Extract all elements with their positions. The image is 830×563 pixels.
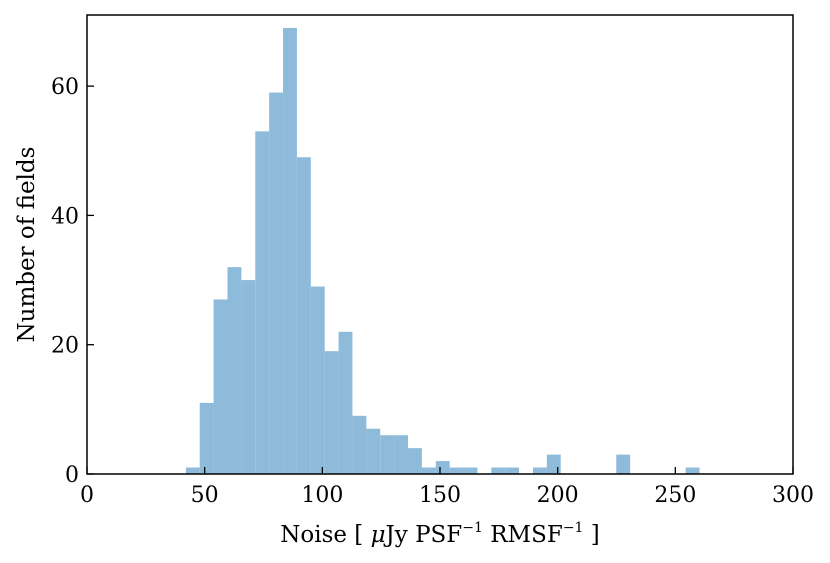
y-tick-label: 20 xyxy=(51,334,79,359)
plot-frame xyxy=(86,14,794,475)
histogram-bar xyxy=(685,467,700,474)
histogram-bar xyxy=(227,267,242,474)
x-tick-label: 150 xyxy=(419,483,461,508)
histogram-bar xyxy=(421,467,436,474)
y-axis-ticks: 0 20 40 60 xyxy=(51,75,94,488)
histogram-bar xyxy=(255,131,270,474)
x-tick-label: 200 xyxy=(537,483,579,508)
histogram-bar xyxy=(463,467,478,474)
x-axis-label-unit2: RMSF xyxy=(483,522,563,548)
histogram-bar xyxy=(185,467,200,474)
histogram-bar xyxy=(380,435,395,474)
y-tick-label: 40 xyxy=(51,204,79,229)
histogram-bar xyxy=(283,27,297,475)
histogram-bar xyxy=(616,454,631,474)
histogram-bar xyxy=(241,280,256,474)
histogram-bars xyxy=(185,27,700,475)
histogram-bar xyxy=(449,467,464,474)
x-tick-label: 0 xyxy=(80,483,94,508)
y-tick-label: 60 xyxy=(51,75,79,100)
x-axis-label-suffix: ] xyxy=(583,522,599,548)
x-tick-label: 100 xyxy=(301,483,343,508)
x-tick-label: 50 xyxy=(191,483,219,508)
histogram-bar xyxy=(505,467,520,474)
histogram-bar xyxy=(435,461,450,474)
x-axis-label-mu: μ xyxy=(371,522,386,548)
histogram-bar xyxy=(491,467,506,474)
histogram-bar xyxy=(532,467,547,474)
histogram-bar xyxy=(546,454,561,474)
histogram-bar xyxy=(199,402,214,474)
histogram-bar xyxy=(269,92,284,475)
x-axis-ticks: 0 50 100 150 200 250 300 xyxy=(80,467,814,508)
histogram-bar xyxy=(394,435,408,474)
x-tick-label: 300 xyxy=(772,483,814,508)
x-tick-label: 250 xyxy=(654,483,696,508)
x-axis-label-exp2: −1 xyxy=(563,520,584,536)
y-axis-label: Number of fields xyxy=(14,147,40,343)
histogram-bar xyxy=(310,286,325,474)
x-axis-label-unit1: Jy PSF xyxy=(384,522,463,548)
x-axis-label-prefix: Noise [ xyxy=(280,522,370,548)
histogram-bar xyxy=(407,448,422,474)
y-tick-label: 0 xyxy=(65,463,79,488)
histogram-bar xyxy=(296,157,311,475)
histogram-bar xyxy=(366,428,381,474)
histogram-bar xyxy=(338,331,353,474)
x-axis-label: Noise [ μJy PSF−1 RMSF−1 ] xyxy=(280,520,600,548)
histogram-bar xyxy=(352,415,367,474)
x-axis-label-exp1: −1 xyxy=(462,520,483,536)
histogram-bar xyxy=(324,351,339,474)
histogram-bar xyxy=(213,299,228,474)
